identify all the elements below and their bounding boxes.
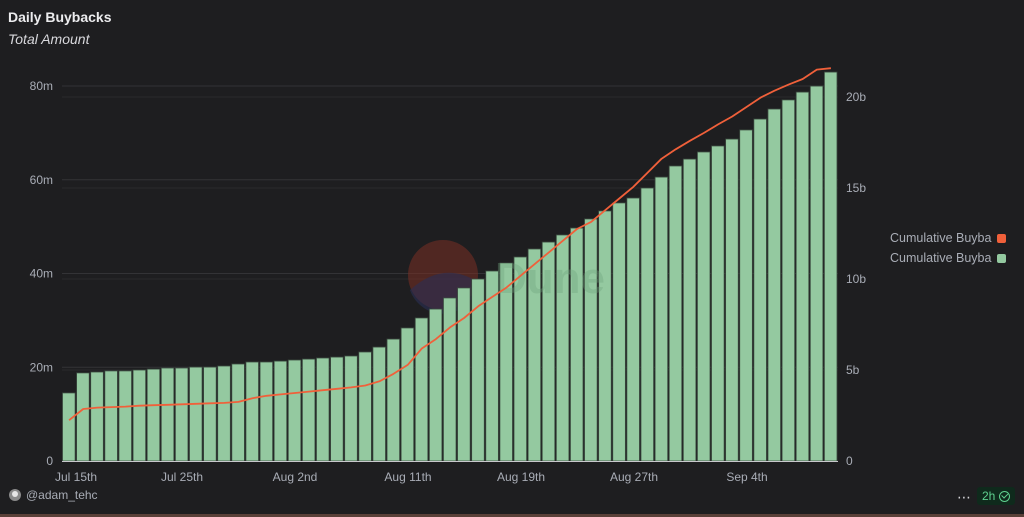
x-tick: Jul 25th [161,470,203,484]
legend-swatch-green-icon [997,253,1007,263]
legend-item-bars[interactable]: Cumulative Buyba [890,248,1007,268]
divider [0,514,1024,517]
legend-label: Cumulative Buyba [890,251,992,265]
y-right-tick: 0 [846,454,853,468]
x-tick: Sep 4th [726,470,767,484]
author-name: @adam_tehc [26,488,98,502]
x-tick: Jul 15th [55,470,97,484]
bar[interactable] [287,359,302,462]
bar[interactable] [739,129,753,462]
author-link[interactable]: @adam_tehc [9,488,98,502]
bar[interactable] [753,118,767,462]
legend-item-line[interactable]: Cumulative Buyba [890,228,1007,248]
y-right-tick: 15b [846,181,866,195]
bar[interactable] [386,338,401,462]
bar[interactable] [217,365,231,462]
bar[interactable] [358,351,372,462]
bar[interactable] [809,85,824,462]
bar[interactable] [654,176,669,462]
bar[interactable] [62,392,76,462]
bar[interactable] [428,308,443,462]
y-left-tick: 40m [30,267,53,281]
bar[interactable] [697,151,711,462]
x-tick: Aug 27th [610,470,658,484]
bar[interactable] [90,371,104,462]
bar[interactable] [626,197,640,462]
bar[interactable] [160,367,175,462]
y-left-tick: 0 [46,454,53,468]
bar[interactable] [372,346,386,462]
chart-legend: Cumulative Buyba Cumulative Buyba [890,228,1007,268]
x-tick: Aug 2nd [273,470,318,484]
bar[interactable] [598,210,612,462]
refresh-age: 2h [982,489,996,503]
legend-label: Cumulative Buyba [890,231,992,245]
y-left-tick: 80m [30,79,53,93]
bar[interactable] [682,158,697,462]
y-left-tick: 60m [30,173,53,187]
bar[interactable] [76,372,90,462]
bar[interactable] [146,368,161,462]
bar[interactable] [174,367,189,462]
refresh-status-badge[interactable]: 2h [977,487,1016,505]
bar[interactable] [767,108,781,462]
bar[interactable] [640,187,654,462]
bar[interactable] [400,327,415,462]
bar[interactable] [344,355,358,462]
bar[interactable] [795,91,810,462]
x-tick: Aug 19th [497,470,545,484]
bar[interactable] [443,297,457,462]
bar[interactable] [414,317,429,462]
check-circle-icon [999,490,1011,502]
bar[interactable] [668,165,683,462]
bar[interactable] [612,202,626,462]
bar[interactable] [273,360,288,462]
bar[interactable] [823,71,838,462]
watermark-text: Dune [495,254,605,303]
y-left-tick: 20m [30,360,53,374]
bar[interactable] [245,361,259,462]
line-series[interactable] [68,67,831,421]
bar[interactable] [203,366,217,462]
bar[interactable] [781,99,796,462]
bar[interactable] [189,366,203,462]
bar[interactable] [725,138,739,462]
bar[interactable] [104,370,118,462]
bar[interactable] [132,369,147,462]
bar[interactable] [118,370,132,462]
bar[interactable] [330,356,344,462]
bar[interactable] [711,145,725,462]
x-tick: Aug 11th [384,470,431,484]
y-right-tick: 5b [846,363,860,377]
bar[interactable] [316,357,330,462]
bar[interactable] [259,361,274,462]
y-right-tick: 20b [846,90,866,104]
bar[interactable] [231,363,245,462]
chart-title: Daily Buybacks [8,9,112,25]
avatar [9,489,21,501]
chart-subtitle: Total Amount [8,31,90,47]
legend-swatch-orange-icon [997,233,1007,243]
y-right-tick: 10b [846,272,866,286]
more-options-button[interactable]: ⋯ [957,489,971,505]
bar[interactable] [301,358,316,462]
